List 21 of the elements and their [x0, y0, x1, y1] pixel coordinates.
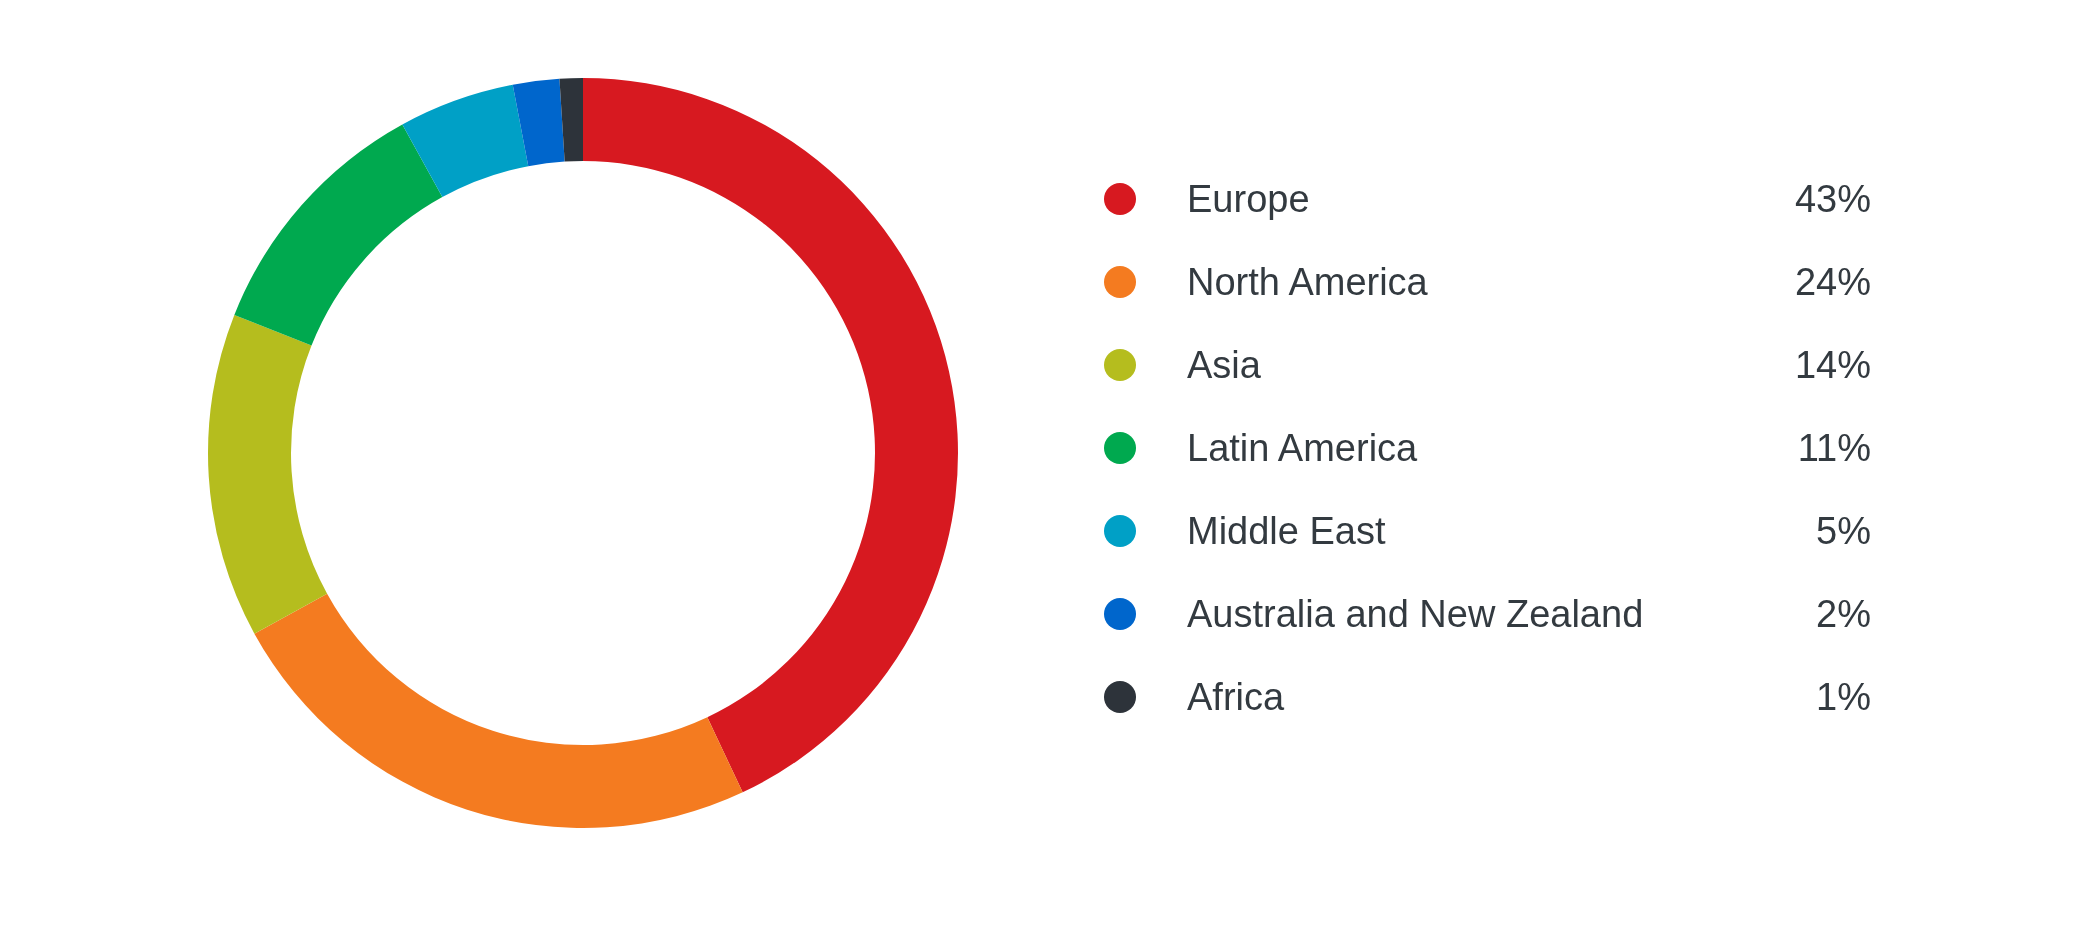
donut-slice — [208, 314, 328, 634]
data-label: 14% — [1794, 344, 1871, 386]
legend-label: Australia and New Zealand — [1187, 593, 1644, 635]
donut-slice — [254, 593, 743, 828]
legend-label: Middle East — [1187, 510, 1386, 552]
data-label: 24% — [1794, 261, 1871, 303]
data-label: 1% — [1816, 676, 1871, 718]
legend-label: Europe — [1187, 178, 1310, 220]
donut-slice — [559, 78, 583, 162]
data-label: 5% — [1816, 510, 1871, 552]
legend-label: Asia — [1187, 344, 1262, 386]
legend-label: Latin America — [1187, 427, 1419, 469]
donut-slice — [583, 78, 958, 793]
legend-label: North America — [1187, 261, 1429, 303]
donut-slice — [234, 124, 443, 346]
legend-label: Africa — [1187, 676, 1285, 718]
data-label: 43% — [1794, 178, 1871, 220]
data-label: 11% — [1797, 427, 1871, 469]
donut-slice — [512, 78, 565, 167]
donut-slice — [402, 84, 529, 198]
data-label: 2% — [1816, 593, 1871, 635]
